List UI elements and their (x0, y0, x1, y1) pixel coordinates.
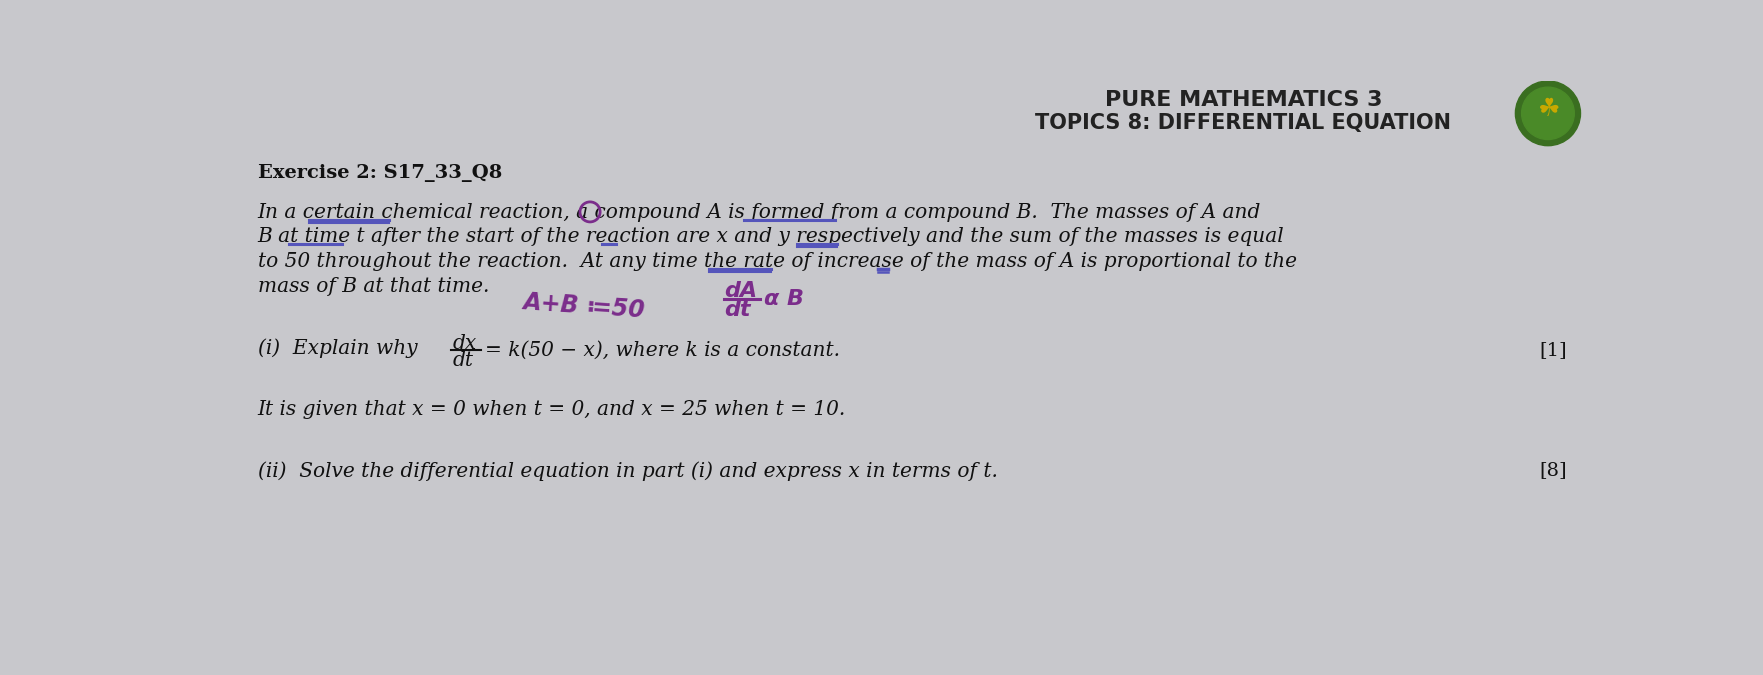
Text: PURE MATHEMATICS 3: PURE MATHEMATICS 3 (1105, 90, 1382, 110)
Text: α B: α B (765, 289, 804, 309)
Text: Exercise 2: S17_33_Q8: Exercise 2: S17_33_Q8 (257, 164, 502, 182)
Text: ☘: ☘ (1537, 97, 1558, 122)
Text: [8]: [8] (1539, 462, 1567, 479)
Circle shape (1521, 87, 1574, 140)
Text: dt: dt (453, 351, 474, 371)
Text: mass of B at that time.: mass of B at that time. (257, 277, 488, 296)
Text: [1]: [1] (1539, 342, 1567, 359)
Text: In a certain chemical reaction, a compound A is formed from a compound B.  The m: In a certain chemical reaction, a compou… (257, 202, 1261, 221)
Text: (i)  Explain why: (i) Explain why (257, 338, 418, 358)
Text: dx: dx (453, 333, 478, 352)
Text: B at time t after the start of the reaction are x and y respectively and the sum: B at time t after the start of the react… (257, 227, 1283, 246)
Text: (ii)  Solve the differential equation in part (i) and express x in terms of t.: (ii) Solve the differential equation in … (257, 462, 998, 481)
Text: = k(50 − x), where k is a constant.: = k(50 − x), where k is a constant. (485, 342, 841, 360)
Text: dA: dA (725, 281, 758, 301)
Text: A+B ≔50: A+B ≔50 (522, 290, 647, 323)
Text: TOPICS 8: DIFFERENTIAL EQUATION: TOPICS 8: DIFFERENTIAL EQUATION (1035, 113, 1451, 134)
Text: It is given that x = 0 when t = 0, and x = 25 when t = 10.: It is given that x = 0 when t = 0, and x… (257, 400, 846, 418)
Circle shape (1516, 81, 1580, 146)
Text: dt: dt (725, 300, 751, 320)
Text: to 50 throughout the reaction.  At any time the rate of increase of the mass of : to 50 throughout the reaction. At any ti… (257, 252, 1296, 271)
